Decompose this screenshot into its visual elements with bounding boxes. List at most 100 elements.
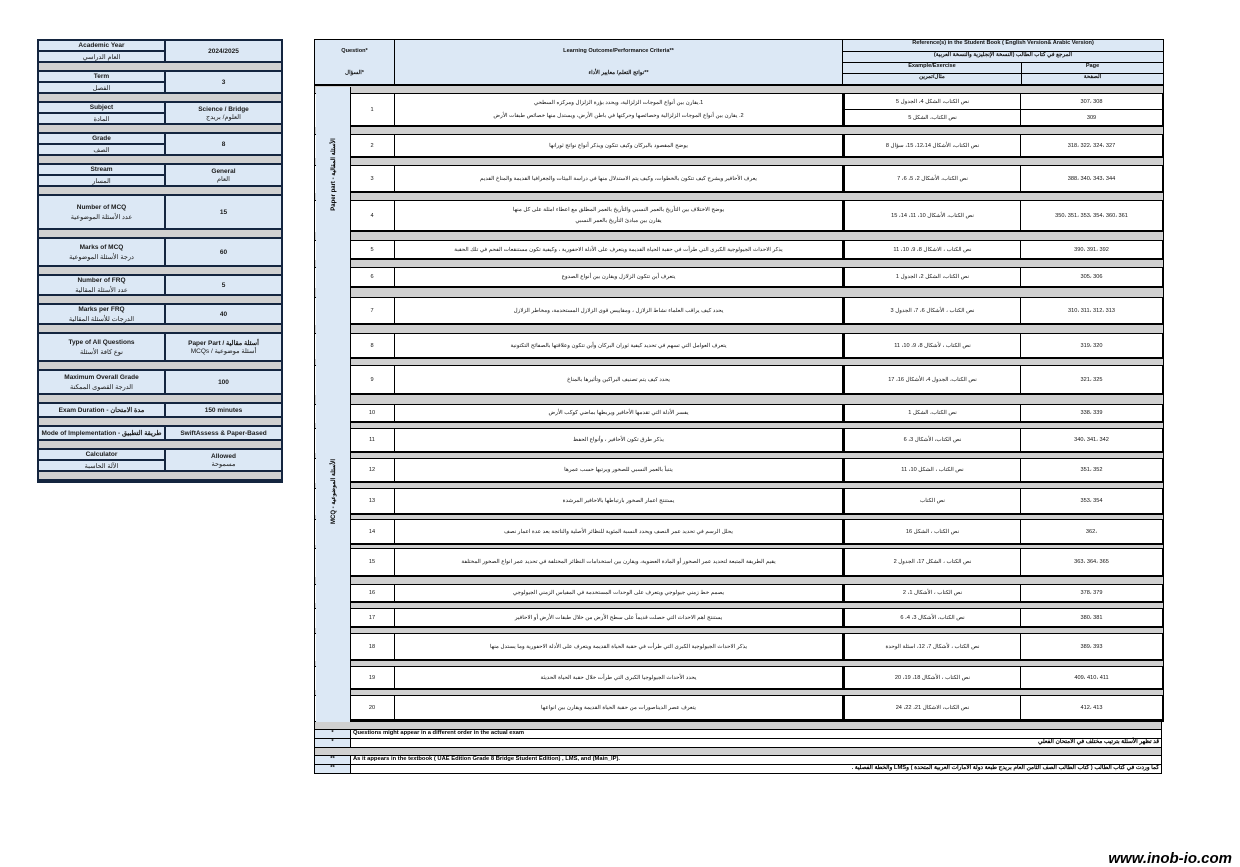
info-value-ar: MCQs / أسئلة موضوعية <box>190 348 257 355</box>
info-label: Marks of MCQ درجة الأسئلة الموضوعية <box>39 239 164 265</box>
example-exercise-text: نص الكتاب ، الشكل 16 <box>905 528 960 535</box>
separator <box>39 63 281 70</box>
learning-outcome: يذكر الاحداث الجيولوجية الكبرى التي طرأت… <box>395 634 843 659</box>
example-exercise: نص الكتاب ، الشكل 16 <box>843 520 1021 543</box>
question-row: 7 يحدد كيف يراقب العلماء نشاط الزلازل ، و… <box>350 298 1163 325</box>
info-row: Marks per FRQ الدرجات للأسئلة المقالية 40 <box>39 305 281 323</box>
example-exercise: نص الكتاب، الشكل 4، الجدول 5 نص الكتاب، ا… <box>843 94 1021 125</box>
separator <box>39 296 281 303</box>
info-value-text: Allowed <box>211 452 236 460</box>
outcome-text: يذكر الاحداث الجيولوجية الكبرى التي طرأت… <box>489 643 748 650</box>
info-row: Maximum Overall Grade الدرجة القصوى الممك… <box>39 371 281 393</box>
question-number-text: 9 <box>370 376 374 383</box>
example-exercise: نص الكتاب، الأشكال 3، 4، 6 <box>843 609 1021 626</box>
example-exercise: نص الكتاب، الاشكال 21، 22، 24 <box>843 696 1021 719</box>
example-exercise: نص الكتاب ، الشكل 17، الجدول 2 <box>843 549 1021 575</box>
question-number-text: 2 <box>370 142 374 149</box>
table-header: Question* السؤال* Learning Outcome/Perfor… <box>315 40 1163 86</box>
info-label: Exam Duration - مدة الامتحان <box>39 404 164 416</box>
page-reference-text: 412، 413 <box>1080 704 1103 711</box>
example-exercise: نص الكتاب <box>843 489 1021 513</box>
separator <box>39 325 281 332</box>
question-number: 2 <box>350 135 395 156</box>
info-label-ar: الدرجات للأسئلة المقالية <box>68 315 135 323</box>
info-value-text: 8 <box>221 140 226 148</box>
info-value: 2024/2025 <box>166 41 281 61</box>
question-row: 6 يتعرف أين تتكون الزلازل ويقارن بين أنوا… <box>350 268 1163 288</box>
info-label-ar: الدرجة القصوى الممكنة <box>70 383 133 391</box>
example-exercise-text: نص الكتاب ، لأشكال 8، 9، 10، 11 <box>894 342 971 349</box>
separator <box>39 156 281 163</box>
example-exercise: نص الكتاب، الأشكال 12،14، 15، سؤال 8 <box>843 135 1021 156</box>
row-separator <box>315 158 1163 166</box>
learning-outcome: يوضح الاختلاف بين التأريخ بالعمر النسبي … <box>395 201 843 230</box>
page-reference-text: 307، 308 <box>1080 98 1103 105</box>
row-separator <box>315 515 1163 520</box>
question-row: 19 يحدد الأحداث الجيولوجيا الكبرى التي طر… <box>350 667 1163 690</box>
question-number: 10 <box>350 405 395 421</box>
info-label-en: Marks of MCQ <box>79 243 124 251</box>
page-reference-text: 350، 351، 353، 354، 360، 361 <box>1055 212 1128 219</box>
outcome-text: 1.يقارن بين أنواع الموجات الزلزالية، ويح… <box>533 100 704 107</box>
exam-structure-table: Question* السؤال* Learning Outcome/Perfor… <box>314 39 1164 722</box>
page-reference-text: 318، 322، 324، 327 <box>1067 142 1116 149</box>
learning-outcome: يفسر الأدلة التي تقدمها الأحافير ويربطها… <box>395 405 843 421</box>
page-reference: 338، 339 <box>1021 405 1163 421</box>
question-number-text: 7 <box>370 307 374 314</box>
example-exercise-text: نص الكتاب، الشكل 5 <box>845 109 1020 125</box>
separator <box>39 230 281 237</box>
page-reference-text: 390، 391، 392 <box>1074 246 1109 253</box>
question-number-text: 18 <box>368 643 376 650</box>
separator <box>39 94 281 101</box>
info-value: Paper Part / أسئلة مقالية MCQs / أسئلة مو… <box>166 334 281 360</box>
page-reference-text: 409، 410، 411 <box>1074 674 1109 681</box>
outcome-text: يقارن بين مبادئ التأريخ بالعمر النسبي <box>575 218 662 225</box>
outcome-text: يحدد كيف يتم تصنيف البراكين وتأثيرها بال… <box>567 376 670 383</box>
page-reference-text: 321، 325 <box>1080 376 1103 383</box>
info-value-text: 5 <box>221 281 226 289</box>
example-exercise-text: نص الكتاب ، الأشكال 18، 19، 20 <box>894 674 971 681</box>
separator <box>39 267 281 274</box>
page-reference: 412، 413 <box>1021 696 1163 719</box>
question-number-text: 16 <box>368 590 376 596</box>
info-label-en: Academic Year <box>78 41 125 49</box>
learning-outcome: يحلل الرسم في تحديد عمر النصف ويحدد النس… <box>395 520 843 543</box>
outcome-text: يتعرف أين تتكون الزلازل ويقارن بين أنواع… <box>561 274 676 280</box>
outcome-text: يتنبأ بالعمر النسبي للصخور ويرتبها حسب ع… <box>564 467 673 473</box>
question-row: 16 يصمم خط زمني جيولوجي ويتعرف على الوحدا… <box>350 585 1163 603</box>
footnote-marker: * <box>315 739 351 747</box>
question-row: 15 يقيم الطريقة المتبعة لتحديد عمر الصخور… <box>350 549 1163 577</box>
learning-outcome: يحدد الأحداث الجيولوجيا الكبرى التي طرأت… <box>395 667 843 688</box>
info-value-ar: العام <box>217 175 230 183</box>
info-label-ar: نوع كافة الأسئلة <box>80 348 123 356</box>
question-row: 10 يفسر الأدلة التي تقدمها الأحافير ويربط… <box>350 405 1163 423</box>
page-reference: 350، 351، 353، 354، 360، 361 <box>1021 201 1163 230</box>
example-exercise-text: نص الكتاب ، الأشكال 1، 2 <box>902 590 963 596</box>
question-number-text: 13 <box>368 498 376 504</box>
info-label-ar: عدد الأسئلة الموضوعية <box>70 213 133 221</box>
info-label-en: Type of All Questions <box>68 338 135 346</box>
info-label-ar: المسار <box>39 173 164 186</box>
outcome-text: يفسر الأدلة التي تقدمها الأحافير ويربطها… <box>548 410 689 416</box>
separator <box>39 418 281 425</box>
outcome-header-ar: نواتج التعلم/ معايير الأداء** <box>588 70 649 76</box>
info-label: Marks per FRQ الدرجات للأسئلة المقالية <box>39 305 164 323</box>
example-exercise-text: نص الكتاب، الأشكال 2، 5، 6، 7 <box>897 175 968 182</box>
info-value-text: SwiftAssess & Paper-Based <box>180 429 267 437</box>
learning-outcome: يستنتج اعمار الصخور بارتباطها بالاحافير … <box>395 489 843 513</box>
page-reference-text: 353، 354 <box>1080 498 1103 504</box>
example-exercise: نص الكتاب ، الأشكال 18، 19، 20 <box>843 667 1021 688</box>
info-value-text: Paper Part / أسئلة مقالية <box>188 340 259 347</box>
info-row: Academic Year العام الدراسي 2024/2025 <box>39 41 281 61</box>
example-exercise: نص الكتاب ، لأشكال 8، 9، 10، 11 <box>843 334 1021 357</box>
question-row: 14 يحلل الرسم في تحديد عمر النصف ويحدد ال… <box>350 520 1163 545</box>
question-number: 1 <box>350 94 395 125</box>
footnote-text: As it appears in the textbook ( UAE Edit… <box>353 756 620 762</box>
example-exercise-text: نص الكتاب، الأشكال 12،14، 15، سؤال 8 <box>885 142 980 149</box>
question-number-text: 3 <box>370 175 374 182</box>
example-exercise-text: نص الكتاب، الأشكال 10، 11، 14، 15 <box>891 212 974 219</box>
row-separator <box>315 127 1163 135</box>
page-reference: 363، 364، 365 <box>1021 549 1163 575</box>
row-separator <box>315 453 1163 459</box>
example-exercise-text: نص الكتاب ، الشكل 17، الجدول 2 <box>893 559 972 565</box>
